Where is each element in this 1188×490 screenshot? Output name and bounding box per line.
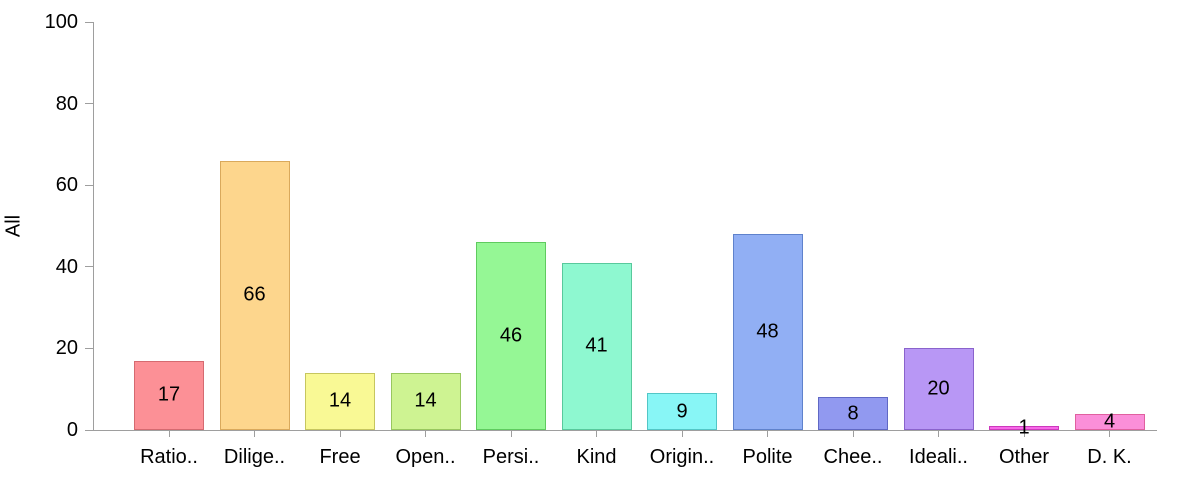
bar-value-label: 20 — [927, 377, 950, 400]
bar-Ratio..[interactable]: 17 — [134, 360, 204, 430]
x-tick-mark — [339, 430, 341, 437]
x-category-label: Ideali.. — [909, 446, 968, 468]
bar-value-label: 17 — [157, 383, 181, 406]
plot-area: 0 20 40 60 80 100 17 Ratio.. 66 Dilige.. 14 Free 14 O… — [45, 11, 1157, 468]
x-category-label: Other — [998, 446, 1050, 468]
y-tick-label: 0 — [66, 419, 78, 441]
bar-value-label: 41 — [585, 334, 608, 357]
y-tick-mark — [85, 266, 93, 268]
bar-Polite[interactable]: 48 — [732, 234, 803, 430]
y-tick-label: 40 — [55, 255, 78, 278]
x-category-label: Chee.. — [823, 446, 883, 468]
y-tick-label: 60 — [55, 174, 78, 197]
bar-value-label: 4 — [1103, 410, 1116, 433]
x-category-label: Ratio.. — [140, 446, 198, 468]
bar-Chee..[interactable]: 8 — [818, 397, 888, 430]
x-category-label: D. K. — [1087, 446, 1132, 468]
x-tick-mark — [510, 430, 512, 437]
bar-Persi..[interactable]: 46 — [476, 242, 546, 430]
x-category-label: Dilige.. — [223, 446, 286, 468]
bar-value-label: 66 — [243, 283, 266, 306]
bar-value-label: 48 — [756, 320, 779, 343]
bar-Other[interactable]: 1 — [989, 416, 1059, 438]
x-category-label: Persi.. — [482, 446, 540, 468]
x-tick-mark — [1023, 430, 1025, 437]
x-tick-mark — [168, 430, 170, 437]
y-tick-label: 100 — [44, 11, 78, 33]
x-tick-mark — [852, 430, 854, 437]
y-tick-mark — [85, 184, 93, 186]
y-axis-title: All — [2, 214, 25, 238]
y-tick-mark — [85, 429, 93, 431]
bar-Free[interactable]: 14 — [305, 372, 375, 430]
y-tick-mark — [85, 21, 93, 23]
x-category-label: Polite — [742, 446, 793, 468]
bar-Dilige..[interactable]: 66 — [219, 160, 290, 430]
x-tick-mark — [938, 430, 939, 437]
x-category-label: Free — [319, 446, 361, 468]
bar-value-label: 14 — [328, 389, 352, 412]
y-tick-label: 20 — [55, 337, 78, 360]
bar-Open..[interactable]: 14 — [390, 372, 461, 430]
x-tick-mark — [425, 430, 426, 437]
bar-value-label: 46 — [499, 324, 523, 347]
y-tick-mark — [85, 347, 93, 349]
bar-value-label: 8 — [847, 402, 859, 425]
x-tick-mark — [596, 430, 597, 437]
bar-Ideali..[interactable]: 20 — [903, 348, 974, 430]
x-category-label: Kind — [576, 446, 617, 468]
bar-value-label: 1 — [1018, 416, 1030, 439]
bar-Kind[interactable]: 41 — [561, 262, 632, 430]
x-tick-mark — [767, 430, 768, 437]
x-category-label: Open.. — [395, 446, 456, 468]
y-tick-label: 80 — [55, 92, 78, 115]
bar-value-label: 14 — [414, 389, 437, 412]
x-tick-mark — [1109, 430, 1110, 437]
x-category-label: Origin.. — [649, 446, 715, 468]
x-tick-mark — [681, 430, 683, 437]
bar-Origin..[interactable]: 9 — [647, 393, 717, 430]
bar-D. K.[interactable]: 4 — [1074, 410, 1145, 432]
y-tick-mark — [85, 103, 93, 105]
x-tick-mark — [254, 430, 255, 437]
bar-value-label: 9 — [676, 400, 688, 423]
